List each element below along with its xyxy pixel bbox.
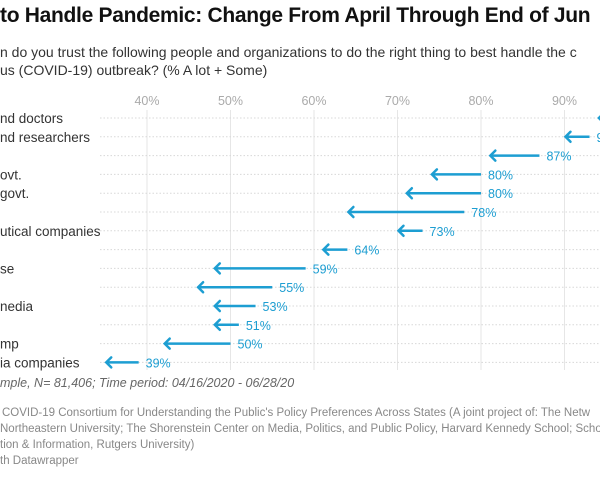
source-line-4: th Datawrapper [0, 455, 79, 467]
row-label: nd researchers [0, 130, 90, 145]
arrow-head [563, 130, 572, 144]
value-label: 73% [430, 225, 455, 239]
arrow-head [321, 243, 330, 256]
value-label: 64% [354, 244, 379, 258]
source-line-3: tion & Information, Rutgers University) [0, 439, 195, 451]
source-line-2: Northeastern University; The Shorenstein… [0, 423, 600, 435]
value-label: 55% [279, 281, 304, 295]
row-label: se [0, 261, 14, 276]
arrow-head [213, 299, 222, 313]
x-tick-label: 40% [134, 94, 159, 108]
chart-title: to Handle Pandemic: Change From April Th… [0, 4, 591, 27]
x-tick-label: 50% [218, 94, 243, 108]
row-label: nd doctors [0, 111, 63, 126]
row-label: govt. [0, 186, 29, 201]
arrow-head [488, 149, 497, 162]
row-label: nedia [0, 299, 34, 314]
arrow-head [162, 337, 171, 350]
value-label: 50% [238, 338, 263, 352]
value-label: 80% [488, 187, 513, 201]
source-line-1: COVID-19 Consortium for Understanding th… [2, 407, 591, 419]
value-label: 51% [246, 319, 271, 333]
chart-note: mple, N= 81,406; Time period: 04/16/2020… [0, 376, 295, 390]
chart-subtitle-line-1: n do you trust the following people and … [0, 44, 577, 60]
arrow-head [196, 280, 205, 294]
arrow-head [213, 262, 222, 275]
value-label: 59% [313, 262, 338, 276]
x-tick-label: 70% [385, 94, 410, 108]
row-label: ovt. [0, 167, 22, 182]
value-label: 9 [597, 131, 600, 145]
arrow-head [396, 224, 405, 238]
value-label: 87% [546, 150, 571, 164]
arrow-head [213, 318, 222, 332]
arrow-head [430, 168, 439, 181]
arrow-head [104, 356, 113, 369]
arrow-head [346, 205, 355, 219]
chart-subtitle-line-2: us (COVID-19) outbreak? (% A lot + Some) [0, 62, 268, 78]
x-tick-label: 90% [552, 94, 577, 108]
value-label: 78% [471, 206, 496, 220]
x-tick-label: 80% [468, 94, 493, 108]
row-label: utical companies [0, 224, 101, 239]
x-tick-label: 60% [301, 94, 326, 108]
value-label: 53% [263, 300, 288, 314]
value-label: 80% [488, 168, 513, 182]
row-label: mp [0, 337, 19, 352]
arrow-head [405, 186, 414, 200]
arrow-head [597, 115, 600, 121]
value-label: 39% [146, 356, 171, 370]
row-label: ia companies [0, 355, 80, 370]
